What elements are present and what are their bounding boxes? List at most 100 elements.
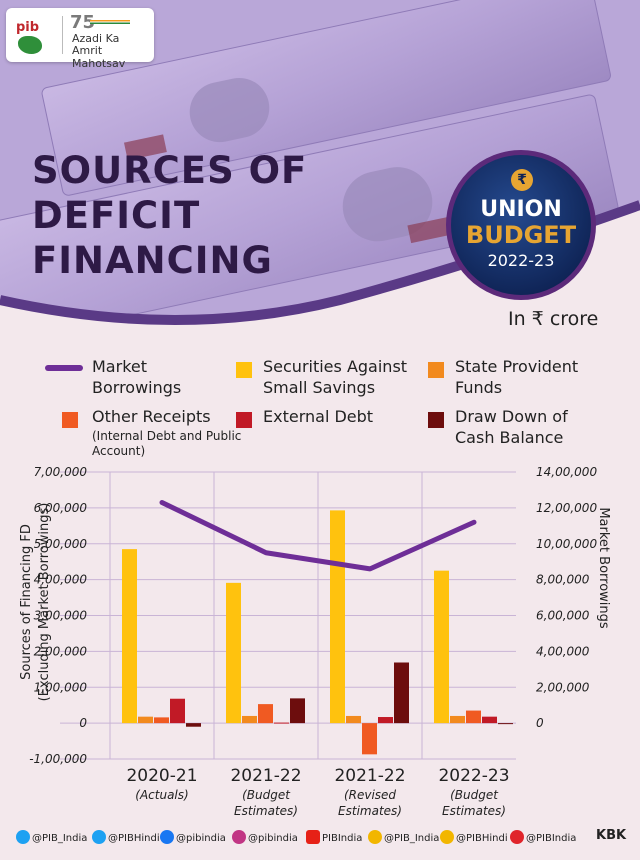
- logo-divider: [62, 16, 63, 54]
- y-tick-label: 0: [79, 716, 87, 730]
- amrit-number: 75: [70, 12, 96, 33]
- social-handle-4[interactable]: @pibindia: [232, 830, 298, 844]
- y2-tick-label: 4,00,000: [536, 644, 590, 658]
- title-line1: SOURCES OF: [32, 149, 308, 192]
- title-line3: FINANCING: [32, 239, 273, 282]
- badge-line3: 2022-23: [487, 251, 555, 270]
- bar-external-debt: [170, 698, 185, 724]
- youtube-icon: [306, 830, 320, 844]
- category-label: 2021-22: [334, 766, 405, 786]
- chart-line: [159, 499, 477, 572]
- bar-draw-down-of-cash-balance: [498, 723, 513, 725]
- chart-categories: 2020-21 (Actuals) 2021-22 (Budget Estimates)…: [126, 766, 509, 818]
- category-label: 2022-23: [438, 766, 509, 786]
- legend-note-other-receipts: (Internal Debt and Public Account): [92, 429, 242, 458]
- handle-text: @PIB_India: [32, 833, 88, 844]
- y-tick-label: 6,00,000: [34, 501, 88, 515]
- bar-external-debt: [274, 722, 289, 724]
- bar-securities-against-small-savings: [226, 582, 241, 724]
- bar-external-debt: [378, 717, 393, 724]
- legend-label-cash-balance: Draw Down of Cash Balance: [455, 407, 568, 447]
- category-note: (Budget: [450, 788, 499, 802]
- social-handle-3[interactable]: @pibindia: [160, 830, 226, 844]
- bar-other-receipts: [258, 704, 273, 724]
- handle-text: @pibindia: [176, 833, 226, 844]
- legend-label-provident-funds: State Provident Funds: [455, 357, 579, 397]
- social-handle-7[interactable]: @PIBHindi: [440, 830, 508, 844]
- koo-icon: [440, 830, 454, 844]
- bar-state-provident-funds: [346, 715, 361, 724]
- handle-text: @PIBHindi: [456, 833, 508, 844]
- legend-item-other-receipts: Other Receipts (Internal Debt and Public…: [92, 406, 242, 459]
- y-tick-label: 1,00,000: [34, 680, 88, 694]
- legend-label-external-debt: External Debt: [263, 407, 374, 426]
- social-handle-8[interactable]: @PIBIndia: [510, 830, 576, 844]
- bar-state-provident-funds: [138, 716, 153, 724]
- category-note: Estimates): [234, 804, 298, 818]
- amrit-line2: Amrit Mahotsav: [72, 44, 126, 70]
- unit-label: In ₹ crore: [508, 308, 599, 330]
- sharechat-icon: [510, 830, 524, 844]
- pib-logo: pib: [16, 20, 40, 35]
- y2-tick-label: 0: [536, 716, 544, 730]
- bar-external-debt: [482, 716, 497, 724]
- signature: KBK: [596, 828, 627, 843]
- y2-tick-label: 6,00,000: [536, 609, 590, 623]
- handle-text: @PIBIndia: [526, 833, 577, 844]
- title-line2: DEFICIT: [32, 194, 201, 237]
- category-label: 2021-22: [230, 766, 301, 786]
- bar-securities-against-small-savings: [434, 570, 449, 724]
- legend-label-small-savings: Securities Against Small Savings: [263, 357, 408, 397]
- koo-icon: [368, 830, 382, 844]
- social-handle-5[interactable]: PIBIndia: [306, 830, 362, 844]
- y-axis-sublabel: (Excluding Market Borrowings): [37, 503, 52, 702]
- y2-tick-label: 12,00,000: [536, 501, 597, 515]
- social-handle-6[interactable]: @PIB_India: [368, 830, 439, 844]
- y2-tick-label: 8,00,000: [536, 573, 590, 587]
- bar-state-provident-funds: [450, 715, 465, 724]
- tricolor-flag-icon: [90, 20, 130, 24]
- legend-label-other-receipts: Other Receipts: [92, 407, 211, 426]
- page-title: SOURCES OF DEFICIT FINANCING: [32, 148, 307, 283]
- social-handle-2[interactable]: @PIBHindi: [92, 830, 160, 844]
- bar-other-receipts: [362, 723, 377, 755]
- instagram-icon: [232, 830, 246, 844]
- category-note: Estimates): [442, 804, 506, 818]
- india-map-icon: [18, 36, 42, 54]
- bar-draw-down-of-cash-balance: [394, 662, 409, 724]
- bar-draw-down-of-cash-balance: [186, 723, 201, 727]
- category-note: Estimates): [338, 804, 402, 818]
- legend-swatch-small-savings: [236, 362, 252, 378]
- bar-other-receipts: [466, 710, 481, 724]
- handle-text: @PIBHindi: [108, 833, 160, 844]
- bar-state-provident-funds: [242, 715, 257, 724]
- union-budget-badge: ₹ UNION BUDGET 2022-23: [446, 150, 596, 300]
- badge-line2: BUDGET: [465, 221, 577, 249]
- bar-securities-against-small-savings: [330, 510, 345, 724]
- legend-swatch-other-receipts: [62, 412, 78, 428]
- category-note: (Revised: [344, 788, 396, 802]
- y-tick-label: 5,00,000: [34, 537, 88, 551]
- handle-text: @pibindia: [248, 833, 298, 844]
- bar-draw-down-of-cash-balance: [290, 698, 305, 724]
- handle-text: @PIB_India: [384, 833, 440, 844]
- legend-swatch-provident-funds: [428, 362, 444, 378]
- rupee-icon: ₹: [511, 169, 533, 191]
- legend-label-market-borrowings: Market Borrowings: [92, 357, 182, 397]
- bar-other-receipts: [154, 717, 169, 724]
- badge-line1: UNION: [480, 197, 562, 222]
- legend-swatch-cash-balance: [428, 412, 444, 428]
- legend-swatch-market-borrowings: [45, 365, 83, 371]
- y2-axis-label: Market Borrowings: [596, 507, 611, 629]
- chart-ticks: 7,00,000 6,00,000 5,00,000 4,00,000 3,00,000…: [29, 465, 597, 766]
- social-footer: @PIB_India @PIBHindi @pibindia @pibindia…: [0, 822, 640, 852]
- y-tick-label: 7,00,000: [34, 465, 88, 479]
- y-tick-label: 3,00,000: [34, 609, 88, 623]
- twitter-icon: [92, 830, 106, 844]
- amrit-line1: Azadi Ka: [72, 32, 120, 45]
- y-tick-label: -1,00,000: [29, 752, 87, 766]
- social-handle-1[interactable]: @PIB_India: [16, 830, 87, 844]
- category-note: (Actuals): [135, 788, 188, 802]
- bar-securities-against-small-savings: [122, 549, 137, 724]
- y-axis-label: Sources of Financing FD: [19, 524, 34, 680]
